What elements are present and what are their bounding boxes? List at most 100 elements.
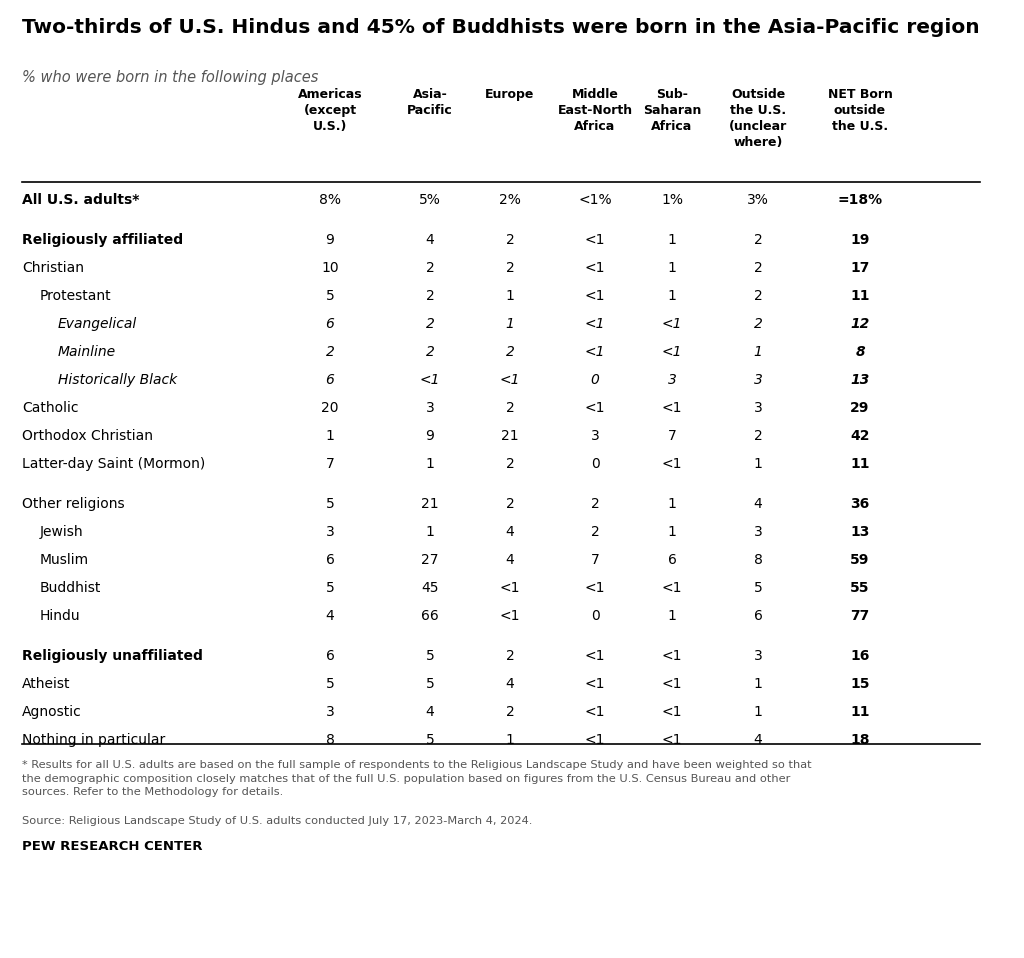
Text: 2: 2 <box>591 525 599 539</box>
Text: 13: 13 <box>850 525 869 539</box>
Text: 2: 2 <box>506 233 514 247</box>
Text: 12: 12 <box>850 317 869 331</box>
Text: 42: 42 <box>850 429 869 443</box>
Text: 27: 27 <box>421 553 438 567</box>
Text: Middle
East-North
Africa: Middle East-North Africa <box>557 88 633 133</box>
Text: Agnostic: Agnostic <box>22 705 82 719</box>
Text: 1: 1 <box>668 233 677 247</box>
Text: 4: 4 <box>754 733 763 747</box>
Text: <1: <1 <box>662 581 682 595</box>
Text: <1: <1 <box>662 649 682 663</box>
Text: 2: 2 <box>754 261 763 275</box>
Text: 6: 6 <box>754 609 763 623</box>
Text: * Results for all U.S. adults are based on the full sample of respondents to the: * Results for all U.S. adults are based … <box>22 761 812 797</box>
Text: 59: 59 <box>850 553 869 567</box>
Text: <1: <1 <box>500 581 520 595</box>
Text: Religiously unaffiliated: Religiously unaffiliated <box>22 649 203 663</box>
Text: 6: 6 <box>326 649 335 663</box>
Text: <1: <1 <box>662 733 682 747</box>
Text: Christian: Christian <box>22 261 84 275</box>
Text: 2: 2 <box>506 345 514 359</box>
Text: 5: 5 <box>326 581 335 595</box>
Text: 1: 1 <box>754 677 763 691</box>
Text: 5: 5 <box>754 581 763 595</box>
Text: PEW RESEARCH CENTER: PEW RESEARCH CENTER <box>22 840 203 854</box>
Text: 36: 36 <box>850 497 869 511</box>
Text: 4: 4 <box>506 553 514 567</box>
Text: <1: <1 <box>662 401 682 415</box>
Text: 2: 2 <box>506 457 514 471</box>
Text: 8: 8 <box>855 345 865 359</box>
Text: 1: 1 <box>754 457 763 471</box>
Text: Religiously affiliated: Religiously affiliated <box>22 233 183 247</box>
Text: Historically Black: Historically Black <box>58 373 177 387</box>
Text: Outside
the U.S.
(unclear
where): Outside the U.S. (unclear where) <box>729 88 787 149</box>
Text: 2: 2 <box>326 345 335 359</box>
Text: <1: <1 <box>585 705 605 719</box>
Text: 11: 11 <box>850 705 869 719</box>
Text: 5%: 5% <box>419 193 441 207</box>
Text: 6: 6 <box>668 553 677 567</box>
Text: <1: <1 <box>585 733 605 747</box>
Text: <1: <1 <box>662 677 682 691</box>
Text: <1: <1 <box>420 373 440 387</box>
Text: <1: <1 <box>585 261 605 275</box>
Text: 9: 9 <box>426 429 434 443</box>
Text: 2: 2 <box>506 497 514 511</box>
Text: 4: 4 <box>506 677 514 691</box>
Text: 2: 2 <box>754 317 763 331</box>
Text: 7: 7 <box>591 553 599 567</box>
Text: <1: <1 <box>585 581 605 595</box>
Text: 2: 2 <box>506 705 514 719</box>
Text: 1: 1 <box>668 261 677 275</box>
Text: <1: <1 <box>585 317 605 331</box>
Text: 0: 0 <box>591 457 599 471</box>
Text: 15: 15 <box>850 677 869 691</box>
Text: 2: 2 <box>591 497 599 511</box>
Text: Catholic: Catholic <box>22 401 79 415</box>
Text: <1: <1 <box>585 289 605 303</box>
Text: 1: 1 <box>754 705 763 719</box>
Text: 2: 2 <box>754 289 763 303</box>
Text: 1: 1 <box>668 525 677 539</box>
Text: 3: 3 <box>591 429 599 443</box>
Text: 1: 1 <box>506 289 514 303</box>
Text: 1: 1 <box>326 429 335 443</box>
Text: All U.S. adults*: All U.S. adults* <box>22 193 139 207</box>
Text: 2: 2 <box>754 233 763 247</box>
Text: 1: 1 <box>506 317 514 331</box>
Text: 7: 7 <box>668 429 677 443</box>
Text: 8: 8 <box>326 733 335 747</box>
Text: 8: 8 <box>754 553 763 567</box>
Text: 0: 0 <box>591 373 599 387</box>
Text: 3: 3 <box>668 373 677 387</box>
Text: 3%: 3% <box>748 193 769 207</box>
Text: 18: 18 <box>850 733 869 747</box>
Text: 4: 4 <box>506 525 514 539</box>
Text: Buddhist: Buddhist <box>40 581 101 595</box>
Text: 0: 0 <box>591 609 599 623</box>
Text: 2: 2 <box>426 289 434 303</box>
Text: 9: 9 <box>326 233 335 247</box>
Text: 3: 3 <box>754 525 763 539</box>
Text: 7: 7 <box>326 457 335 471</box>
Text: <1: <1 <box>585 649 605 663</box>
Text: <1: <1 <box>500 373 520 387</box>
Text: 11: 11 <box>850 289 869 303</box>
Text: 5: 5 <box>426 677 434 691</box>
Text: <1: <1 <box>585 233 605 247</box>
Text: 1: 1 <box>668 289 677 303</box>
Text: 45: 45 <box>421 581 438 595</box>
Text: 1: 1 <box>426 525 434 539</box>
Text: 3: 3 <box>326 705 335 719</box>
Text: 4: 4 <box>426 233 434 247</box>
Text: 1: 1 <box>754 345 763 359</box>
Text: 5: 5 <box>426 649 434 663</box>
Text: 2%: 2% <box>499 193 521 207</box>
Text: 19: 19 <box>850 233 869 247</box>
Text: Europe: Europe <box>485 88 535 101</box>
Text: Asia-
Pacific: Asia- Pacific <box>408 88 453 117</box>
Text: <1: <1 <box>500 609 520 623</box>
Text: 13: 13 <box>850 373 869 387</box>
Text: 4: 4 <box>754 497 763 511</box>
